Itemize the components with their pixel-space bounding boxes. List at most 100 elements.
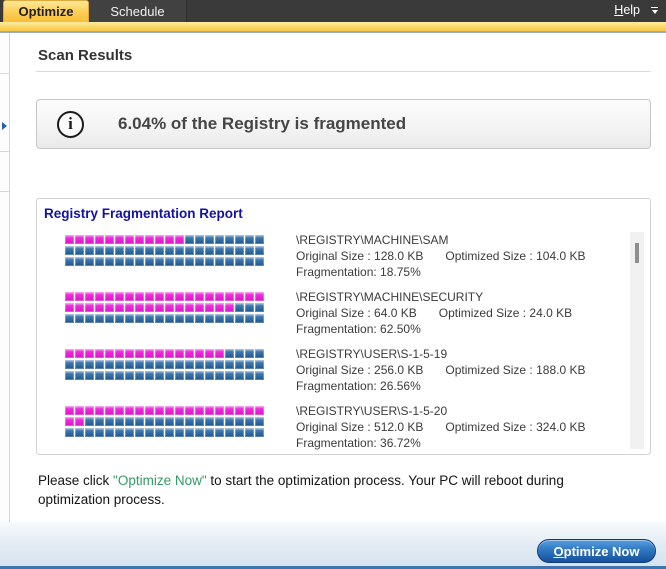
- help-dropdown-chevron-icon[interactable]: [650, 7, 659, 15]
- top-tab-bar: Optimize Schedule Help: [0, 0, 666, 22]
- tab-optimize[interactable]: Optimize: [3, 0, 89, 22]
- page-title: Scan Results: [38, 47, 133, 64]
- fragmented-block: [145, 303, 154, 312]
- normal-block: [125, 314, 134, 323]
- optimize-now-highlight: "Optimize Now": [113, 473, 207, 488]
- scan-summary-box: i 6.04% of the Registry is fragmented: [36, 99, 651, 149]
- fragmented-block: [245, 406, 254, 415]
- normal-block: [95, 417, 104, 426]
- fragmented-block: [195, 349, 204, 358]
- fragmentation-block-grid: [65, 235, 265, 266]
- rail-divider: [0, 151, 10, 152]
- help-menu[interactable]: Help: [614, 3, 640, 17]
- normal-block: [175, 257, 184, 266]
- normal-block: [105, 314, 114, 323]
- normal-block: [135, 360, 144, 369]
- report-scrollbar[interactable]: [630, 232, 644, 449]
- normal-block: [215, 371, 224, 380]
- original-size: Original Size : 512.0 KB: [296, 420, 424, 434]
- normal-block: [105, 417, 114, 426]
- normal-block: [235, 417, 244, 426]
- fragmented-block: [95, 349, 104, 358]
- normal-block: [75, 314, 84, 323]
- normal-block: [225, 349, 234, 358]
- fragmented-block: [115, 406, 124, 415]
- normal-block: [185, 246, 194, 255]
- fragmented-block: [145, 406, 154, 415]
- normal-block: [205, 360, 214, 369]
- fragmentation-percent: Fragmentation: 18.75%: [296, 265, 421, 279]
- fragmented-block: [145, 292, 154, 301]
- normal-block: [75, 371, 84, 380]
- fragmentation-block-grid: [65, 349, 265, 380]
- fragmented-block: [115, 292, 124, 301]
- fragmented-block: [65, 235, 74, 244]
- normal-block: [95, 428, 104, 437]
- fragmented-block: [235, 406, 244, 415]
- normal-block: [135, 257, 144, 266]
- fragmented-block: [215, 349, 224, 358]
- normal-block: [125, 360, 134, 369]
- fragmentation-block-grid: [65, 292, 265, 323]
- normal-block: [195, 417, 204, 426]
- normal-block: [105, 246, 114, 255]
- fragmented-block: [125, 406, 134, 415]
- hive-path: \REGISTRY\MACHINE\SECURITY: [296, 290, 484, 304]
- normal-block: [205, 257, 214, 266]
- fragmented-block: [165, 303, 174, 312]
- normal-block: [115, 428, 124, 437]
- fragmented-block: [165, 406, 174, 415]
- normal-block: [235, 349, 244, 358]
- expand-sidebar-arrow-icon[interactable]: [2, 122, 7, 130]
- normal-block: [245, 314, 254, 323]
- fragmented-block: [225, 292, 234, 301]
- normal-block: [85, 246, 94, 255]
- report-entry: \REGISTRY\USER\S-1-5-20 Original Size : …: [65, 403, 585, 451]
- normal-block: [195, 371, 204, 380]
- report-scrollbar-thumb[interactable]: [635, 243, 639, 263]
- normal-block: [95, 360, 104, 369]
- normal-block: [215, 235, 224, 244]
- normal-block: [235, 314, 244, 323]
- normal-block: [255, 257, 264, 266]
- fragmented-block: [195, 292, 204, 301]
- normal-block: [85, 417, 94, 426]
- normal-block: [255, 360, 264, 369]
- fragmented-block: [105, 292, 114, 301]
- fragmented-block: [165, 292, 174, 301]
- gold-accent-strip: [0, 22, 666, 31]
- tab-schedule[interactable]: Schedule: [89, 0, 187, 22]
- optimized-size: Optimized Size : 24.0 KB: [438, 306, 573, 320]
- normal-block: [95, 246, 104, 255]
- normal-block: [215, 360, 224, 369]
- normal-block: [255, 303, 264, 312]
- normal-block: [155, 246, 164, 255]
- normal-block: [95, 257, 104, 266]
- collapsed-sidebar-rail[interactable]: [0, 33, 10, 525]
- hive-path: \REGISTRY\USER\S-1-5-20: [296, 404, 448, 418]
- normal-block: [185, 360, 194, 369]
- normal-block: [125, 371, 134, 380]
- fragmented-block: [135, 349, 144, 358]
- fragmented-block: [75, 406, 84, 415]
- normal-block: [195, 428, 204, 437]
- normal-block: [235, 360, 244, 369]
- normal-block: [215, 257, 224, 266]
- fragmented-block: [195, 406, 204, 415]
- fragmentation-percent: Fragmentation: 62.50%: [296, 322, 421, 336]
- normal-block: [125, 417, 134, 426]
- normal-block: [215, 314, 224, 323]
- normal-block: [245, 303, 254, 312]
- fragmented-block: [215, 406, 224, 415]
- normal-block: [115, 417, 124, 426]
- normal-block: [125, 428, 134, 437]
- optimize-now-button[interactable]: Optimize Now: [537, 539, 656, 563]
- fragmented-block: [115, 235, 124, 244]
- normal-block: [145, 360, 154, 369]
- normal-block: [245, 235, 254, 244]
- normal-block: [245, 257, 254, 266]
- fragmented-block: [235, 292, 244, 301]
- fragmentation-percent: Fragmentation: 26.56%: [296, 379, 421, 393]
- fragmented-block: [75, 417, 84, 426]
- fragmented-block: [125, 292, 134, 301]
